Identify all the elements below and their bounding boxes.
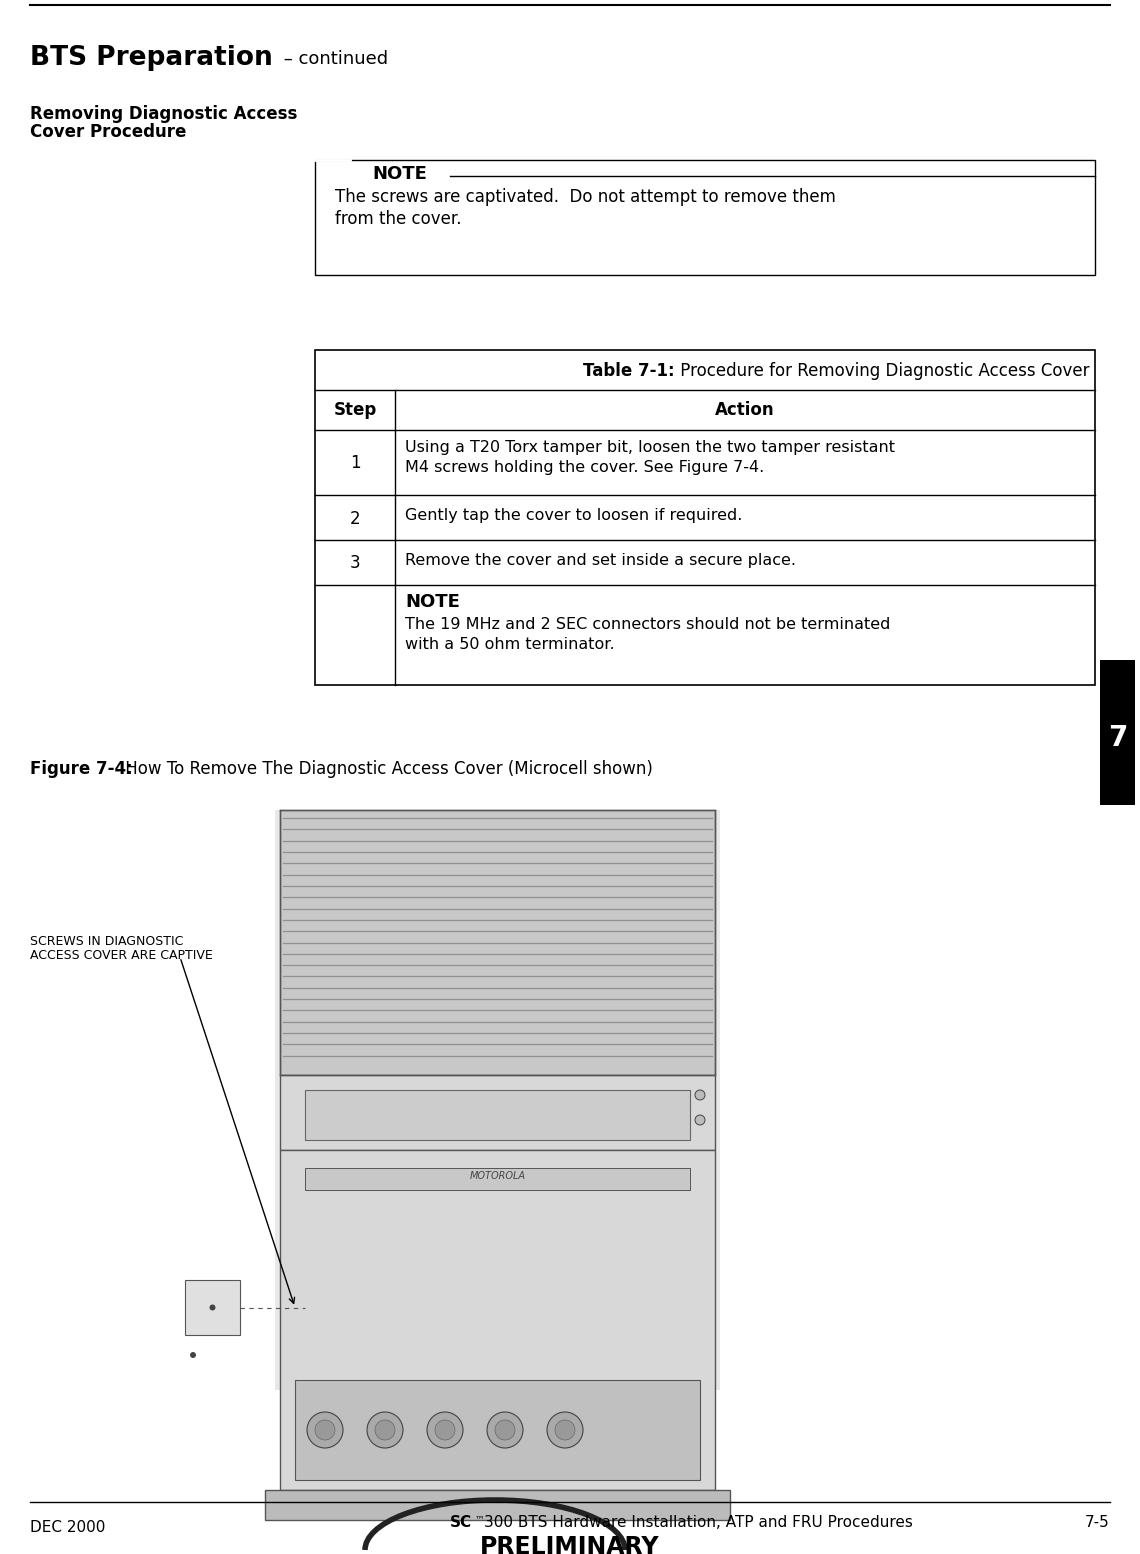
Circle shape [495, 1420, 515, 1441]
Text: Procedure for Removing Diagnostic Access Cover: Procedure for Removing Diagnostic Access… [675, 362, 1090, 381]
Text: Figure 7-4:: Figure 7-4: [30, 760, 132, 779]
Circle shape [367, 1413, 404, 1448]
Text: ™: ™ [475, 1514, 484, 1524]
Circle shape [315, 1420, 335, 1441]
Text: 2: 2 [350, 510, 360, 527]
Text: from the cover.: from the cover. [335, 210, 462, 228]
Circle shape [435, 1420, 455, 1441]
Text: 1: 1 [350, 454, 360, 472]
Text: DEC 2000: DEC 2000 [30, 1520, 105, 1535]
Circle shape [307, 1413, 343, 1448]
Text: The 19 MHz and 2 SEC connectors should not be terminated: The 19 MHz and 2 SEC connectors should n… [405, 617, 890, 632]
Text: Action: Action [715, 401, 775, 420]
Text: ACCESS COVER ARE CAPTIVE: ACCESS COVER ARE CAPTIVE [30, 949, 213, 962]
Text: M4 screws holding the cover. See Figure 7-4.: M4 screws holding the cover. See Figure … [405, 460, 764, 476]
Text: The screws are captivated.  Do not attempt to remove them: The screws are captivated. Do not attemp… [335, 188, 836, 207]
Bar [295, 1380, 700, 1479]
Text: 300 BTS Hardware Installation, ATP and FRU Procedures: 300 BTS Hardware Installation, ATP and F… [484, 1515, 913, 1531]
Text: SCREWS IN DIAGNOSTIC: SCREWS IN DIAGNOSTIC [30, 936, 184, 948]
Text: – continued: – continued [278, 50, 388, 68]
Bar [1100, 660, 1135, 805]
Text: 7: 7 [1108, 724, 1127, 752]
Circle shape [375, 1420, 394, 1441]
Text: Table 7-1:: Table 7-1: [584, 362, 675, 381]
Text: Gently tap the cover to loosen if required.: Gently tap the cover to loosen if requir… [405, 508, 742, 524]
Bar [275, 810, 720, 1389]
Bar [315, 350, 1096, 685]
Circle shape [190, 1352, 196, 1358]
Text: 3: 3 [350, 555, 360, 572]
Text: 7-5: 7-5 [1085, 1515, 1110, 1531]
Circle shape [428, 1413, 463, 1448]
Circle shape [487, 1413, 523, 1448]
Bar [280, 1075, 715, 1150]
Text: Cover Procedure: Cover Procedure [30, 123, 186, 141]
Bar [280, 1150, 715, 1490]
Circle shape [695, 1116, 705, 1125]
Bar [185, 1280, 241, 1335]
Text: Remove the cover and set inside a secure place.: Remove the cover and set inside a secure… [405, 553, 796, 569]
Circle shape [210, 1304, 215, 1310]
Circle shape [547, 1413, 583, 1448]
Circle shape [555, 1420, 575, 1441]
Bar [315, 160, 1096, 275]
Circle shape [695, 1089, 705, 1100]
Text: with a 50 ohm terminator.: with a 50 ohm terminator. [405, 637, 614, 653]
Text: Removing Diagnostic Access: Removing Diagnostic Access [30, 106, 298, 123]
Text: Using a T20 Torx tamper bit, loosen the two tamper resistant: Using a T20 Torx tamper bit, loosen the … [405, 440, 895, 455]
Text: PRELIMINARY: PRELIMINARY [480, 1535, 660, 1554]
Text: NOTE: NOTE [405, 594, 459, 611]
Bar [280, 810, 715, 1075]
Text: How To Remove The Diagnostic Access Cover (Microcell shown): How To Remove The Diagnostic Access Cove… [120, 760, 653, 779]
Text: Step: Step [333, 401, 376, 420]
Text: BTS Preparation: BTS Preparation [30, 45, 272, 71]
Bar [306, 1169, 690, 1190]
Bar [264, 1490, 730, 1520]
Bar [306, 1089, 690, 1141]
Text: NOTE: NOTE [373, 165, 428, 183]
Text: MOTOROLA: MOTOROLA [470, 1172, 526, 1181]
Text: SC: SC [450, 1515, 472, 1531]
